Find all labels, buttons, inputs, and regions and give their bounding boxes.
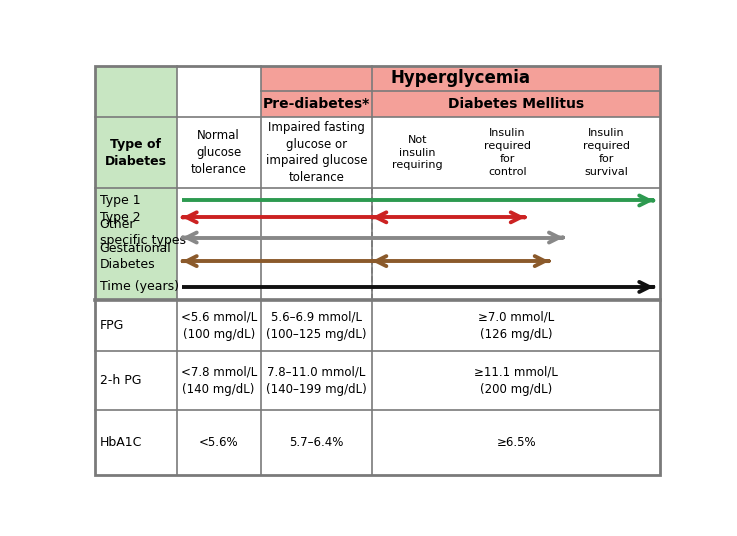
Text: Type 2: Type 2	[99, 211, 140, 224]
Bar	[372, 91, 660, 117]
Text: <7.8 mmol/L
(140 mg/dL): <7.8 mmol/L (140 mg/dL)	[181, 366, 256, 396]
Text: 7.8–11.0 mmol/L
(140–199 mg/dL): 7.8–11.0 mmol/L (140–199 mg/dL)	[266, 366, 367, 396]
Text: 5.7–6.4%: 5.7–6.4%	[289, 436, 343, 449]
Text: 2-h PG: 2-h PG	[99, 374, 141, 387]
Text: <5.6 mmol/L
(100 mg/dL): <5.6 mmol/L (100 mg/dL)	[181, 311, 256, 341]
Text: FPG: FPG	[99, 319, 124, 332]
Text: ≥7.0 mmol/L
(126 mg/dL): ≥7.0 mmol/L (126 mg/dL)	[478, 311, 554, 341]
Bar	[95, 300, 177, 475]
Text: Insulin
required
for
survival: Insulin required for survival	[583, 129, 630, 177]
Text: Normal
glucose
tolerance: Normal glucose tolerance	[191, 129, 247, 176]
Text: Not
insulin
requiring: Not insulin requiring	[392, 135, 443, 170]
Text: Hyperglycemia: Hyperglycemia	[391, 69, 531, 87]
Text: Time (years): Time (years)	[99, 280, 178, 293]
Bar	[95, 65, 177, 475]
Text: Insulin
required
for
control: Insulin required for control	[484, 129, 531, 177]
Text: Type of
Diabetes: Type of Diabetes	[105, 138, 167, 168]
Text: 5.6–6.9 mmol/L
(100–125 mg/dL): 5.6–6.9 mmol/L (100–125 mg/dL)	[266, 311, 366, 341]
Text: Type 1: Type 1	[99, 194, 140, 207]
Bar	[261, 65, 660, 91]
Text: ≥11.1 mmol/L
(200 mg/dL): ≥11.1 mmol/L (200 mg/dL)	[475, 366, 558, 396]
Text: Impaired fasting
glucose or
impaired glucose
tolerance: Impaired fasting glucose or impaired glu…	[265, 121, 367, 184]
Text: Other
specific types: Other specific types	[99, 218, 186, 247]
Text: Gestational
Diabetes: Gestational Diabetes	[99, 242, 171, 271]
Bar	[261, 91, 372, 117]
Text: Diabetes Mellitus: Diabetes Mellitus	[448, 97, 584, 111]
Text: ≥6.5%: ≥6.5%	[497, 436, 536, 449]
Text: <5.6%: <5.6%	[199, 436, 239, 449]
Text: HbA1C: HbA1C	[99, 436, 142, 449]
Text: Pre-diabetes*: Pre-diabetes*	[262, 97, 370, 111]
